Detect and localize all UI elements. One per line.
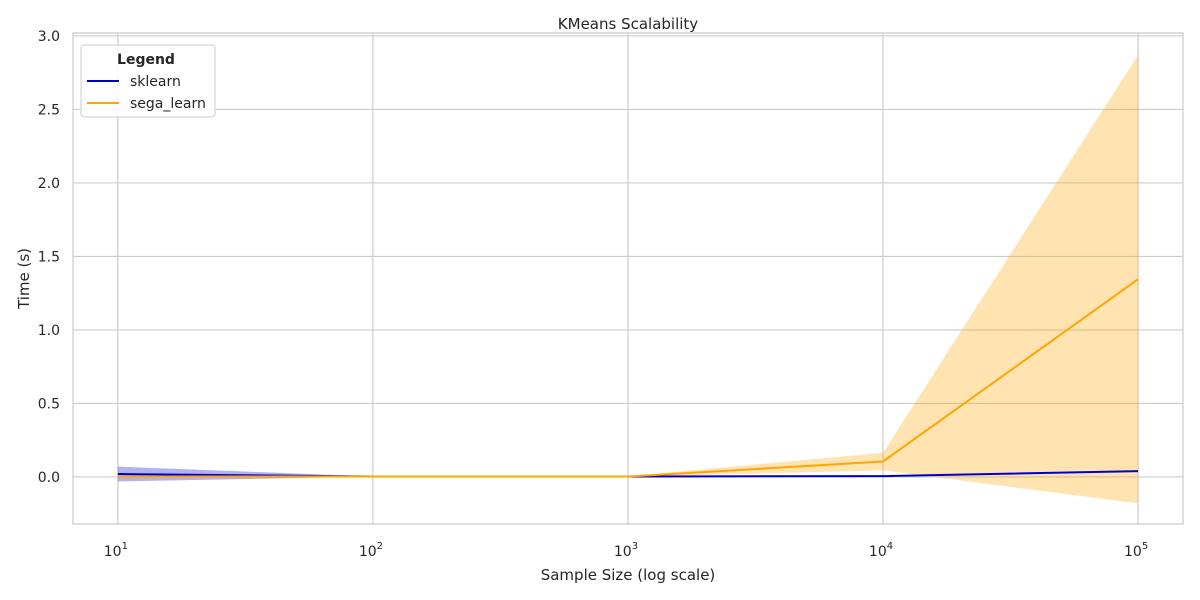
legend-title: Legend: [117, 52, 175, 68]
y-tick-label: 0.5: [38, 396, 60, 412]
plot-frame: [72, 32, 1184, 525]
chart-title: KMeans Scalability: [558, 15, 699, 33]
y-tick-label: 2.0: [38, 176, 60, 192]
confidence-band-sega_learn: [117, 55, 1139, 504]
y-tick-label: 0.0: [38, 470, 60, 486]
y-axis-label: Time (s): [15, 248, 33, 310]
legend-label-sklearn: sklearn: [130, 74, 181, 90]
series-lines: [117, 278, 1139, 478]
y-tick-label: 1.5: [38, 249, 60, 265]
x-axis-label: Sample Size (log scale): [541, 566, 716, 584]
y-tick-label: 3.0: [38, 29, 60, 45]
series-line-sega_learn: [117, 278, 1139, 478]
legend-label-sega_learn: sega_learn: [130, 96, 206, 112]
confidence-bands: [117, 55, 1139, 504]
y-tick-label: 2.5: [38, 102, 60, 118]
legend-box: [80, 44, 216, 118]
y-tick-labels: 0.0 0.5 1.0 1.5 2.0 2.5 3.0: [38, 29, 60, 486]
y-tick-label: 1.0: [38, 323, 60, 339]
legend: Legend sklearn sega_learn: [80, 44, 216, 118]
